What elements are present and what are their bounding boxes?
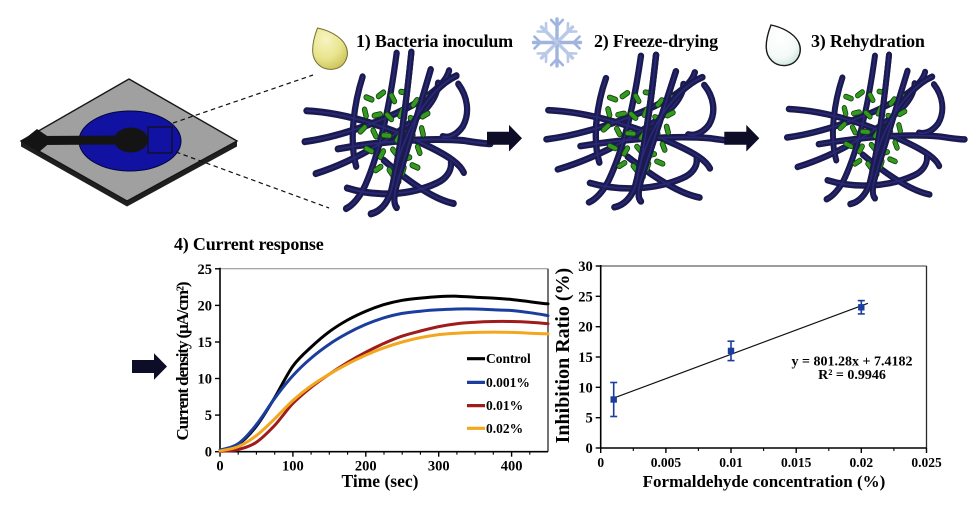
svg-text:0: 0 [585,441,592,457]
svg-text:400: 400 [501,459,523,475]
svg-text:y = 801.28x + 7.4182: y = 801.28x + 7.4182 [792,354,913,369]
svg-text:0.01: 0.01 [719,455,743,470]
svg-text:0: 0 [216,459,223,475]
svg-text:25: 25 [578,289,593,305]
svg-text:0: 0 [205,445,212,461]
svg-text:0.02%: 0.02% [486,421,523,436]
svg-text:4) Current response: 4) Current response [174,234,324,255]
svg-text:0.001%: 0.001% [486,375,530,390]
svg-text:R² = 0.9946: R² = 0.9946 [818,368,886,383]
svg-text:1) Bacteria inoculum: 1) Bacteria inoculum [356,31,513,52]
svg-text:2) Freeze-drying: 2) Freeze-drying [594,31,718,52]
svg-text:Control: Control [486,351,531,366]
svg-text:10: 10 [578,380,593,396]
svg-text:25: 25 [198,262,213,278]
svg-text:300: 300 [428,459,450,475]
svg-text:0.025: 0.025 [911,455,942,470]
svg-text:Time (sec): Time (sec) [342,471,419,491]
svg-text:Formaldehyde concentration (%): Formaldehyde concentration (%) [643,472,886,491]
svg-text:0.015: 0.015 [781,455,812,470]
svg-text:20: 20 [198,298,213,314]
svg-text:Current density (μA/cm²): Current density (μA/cm²) [173,282,192,440]
svg-text:100: 100 [282,459,304,475]
svg-text:200: 200 [355,459,377,475]
svg-text:30: 30 [578,259,593,275]
svg-text:5: 5 [585,411,592,427]
svg-text:0.02: 0.02 [849,455,873,470]
svg-text:3) Rehydration: 3) Rehydration [811,31,925,52]
svg-text:0.01%: 0.01% [486,398,523,413]
svg-text:Inhibition Ratio (%): Inhibition Ratio (%) [552,268,574,444]
svg-text:0: 0 [597,455,604,470]
svg-text:5: 5 [205,408,212,424]
svg-text:15: 15 [578,350,593,366]
svg-text:15: 15 [198,335,213,351]
svg-text:10: 10 [198,372,213,388]
svg-text:0.005: 0.005 [651,455,682,470]
svg-text:20: 20 [578,320,593,336]
